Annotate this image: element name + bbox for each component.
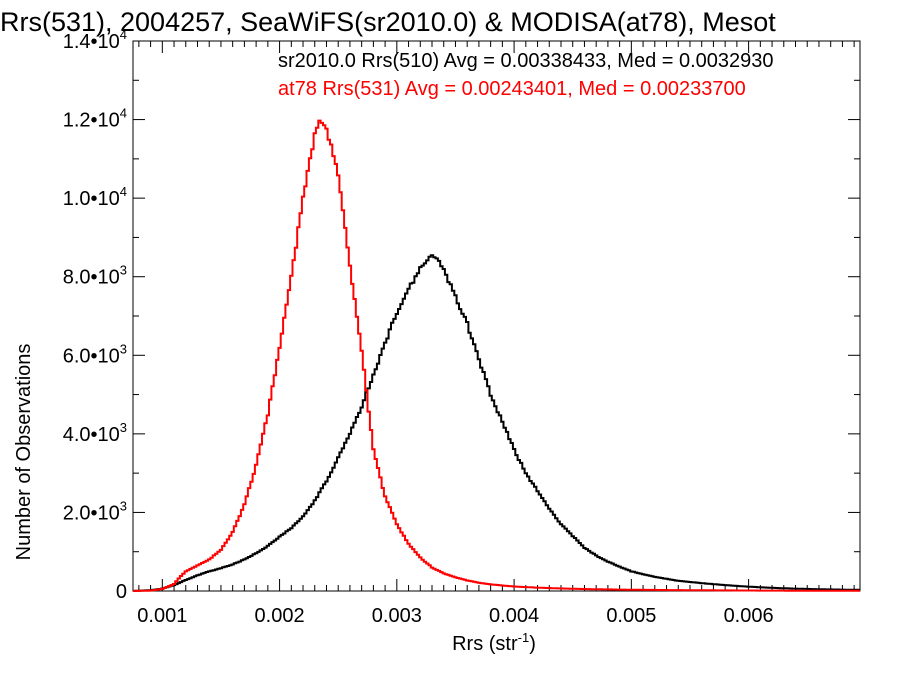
x-tick-label: 0.006 [724,605,774,627]
y-axis-label: Number of Observations [13,344,35,561]
x-axis-label-text: Rrs (str [452,633,518,655]
x-tick-label: 0.002 [255,605,305,627]
y-tick-label: 1.2•104 [63,106,127,132]
y-tick-label: 4.0•103 [63,420,127,446]
series-line-red [133,119,860,592]
y-tick-label: 6.0•103 [63,341,127,367]
chart-title: Rrs(531), 2004257, SeaWiFS(sr2010.0) & M… [0,7,776,37]
y-tick-label: 2.0•103 [63,498,127,524]
x-axis-label-exponent: -1 [518,630,530,645]
x-axis-label: Rrs (str-1) [452,630,536,655]
y-tick-label: 1.4•104 [63,27,127,53]
x-tick-label: 0.001 [137,605,187,627]
legend-entry-red-series: at78 Rrs(531) Avg = 0.00243401, Med = 0.… [278,78,746,100]
y-tick-label: 1.0•104 [63,184,127,210]
x-axis-label-close: ) [529,633,536,655]
series-group [133,119,860,592]
x-tick-label: 0.005 [606,605,656,627]
y-tick-label: 0 [116,581,127,603]
y-axis: 0 2.0•103 4.0•103 6.0•103 8.0•103 1.0•104 1.2•… [63,27,860,603]
series-line-black [133,254,860,592]
plot-frame [132,40,861,592]
y-tick-label: 8.0•103 [63,263,127,289]
x-tick-label: 0.004 [489,605,539,627]
x-axis: 0.001 0.002 0.003 0.004 0.005 0.006 [137,41,855,627]
legend-entry-black-series: sr2010.0 Rrs(510) Avg = 0.00338433, Med … [278,50,774,72]
x-tick-label: 0.003 [372,605,422,627]
